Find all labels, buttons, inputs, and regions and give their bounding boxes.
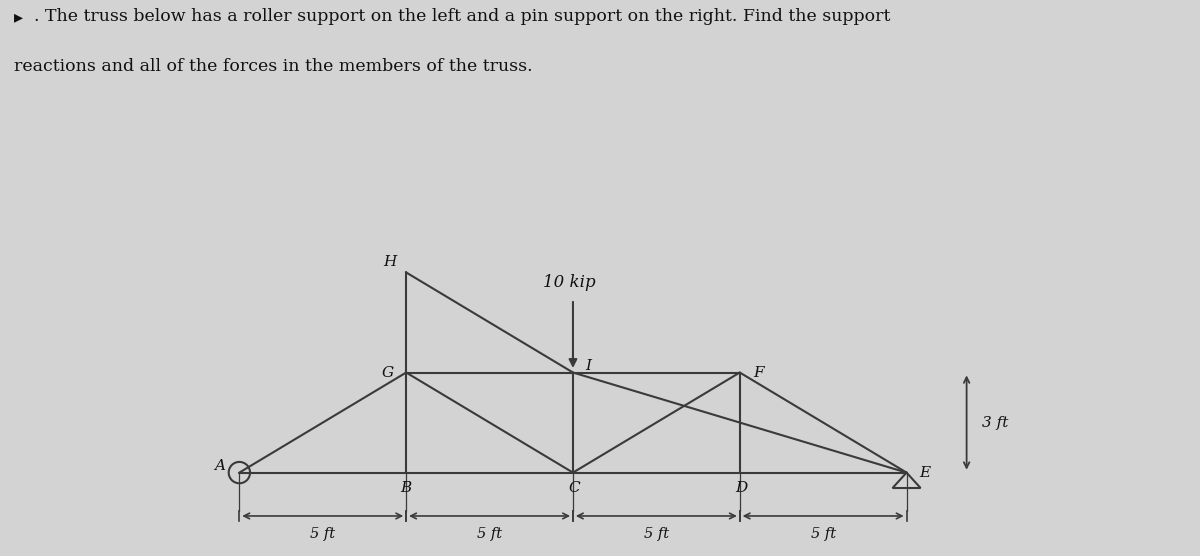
Text: F: F <box>752 365 763 380</box>
Text: B: B <box>401 480 412 495</box>
Text: ▸: ▸ <box>14 8 24 26</box>
Text: H: H <box>383 255 396 270</box>
Text: A: A <box>214 459 224 473</box>
Text: 5 ft: 5 ft <box>644 527 668 540</box>
Text: . The truss below has a roller support on the left and a pin support on the righ: . The truss below has a roller support o… <box>34 8 890 26</box>
Text: 10 kip: 10 kip <box>544 274 596 291</box>
Text: 5 ft: 5 ft <box>811 527 835 540</box>
Text: reactions and all of the forces in the members of the truss.: reactions and all of the forces in the m… <box>14 58 533 76</box>
Text: E: E <box>919 465 930 480</box>
Text: 5 ft: 5 ft <box>311 527 335 540</box>
Text: 5 ft: 5 ft <box>478 527 502 540</box>
Text: C: C <box>569 480 581 495</box>
Text: G: G <box>382 365 394 380</box>
Text: I: I <box>584 359 590 373</box>
Text: D: D <box>736 480 748 495</box>
Text: 3 ft: 3 ft <box>982 415 1008 430</box>
